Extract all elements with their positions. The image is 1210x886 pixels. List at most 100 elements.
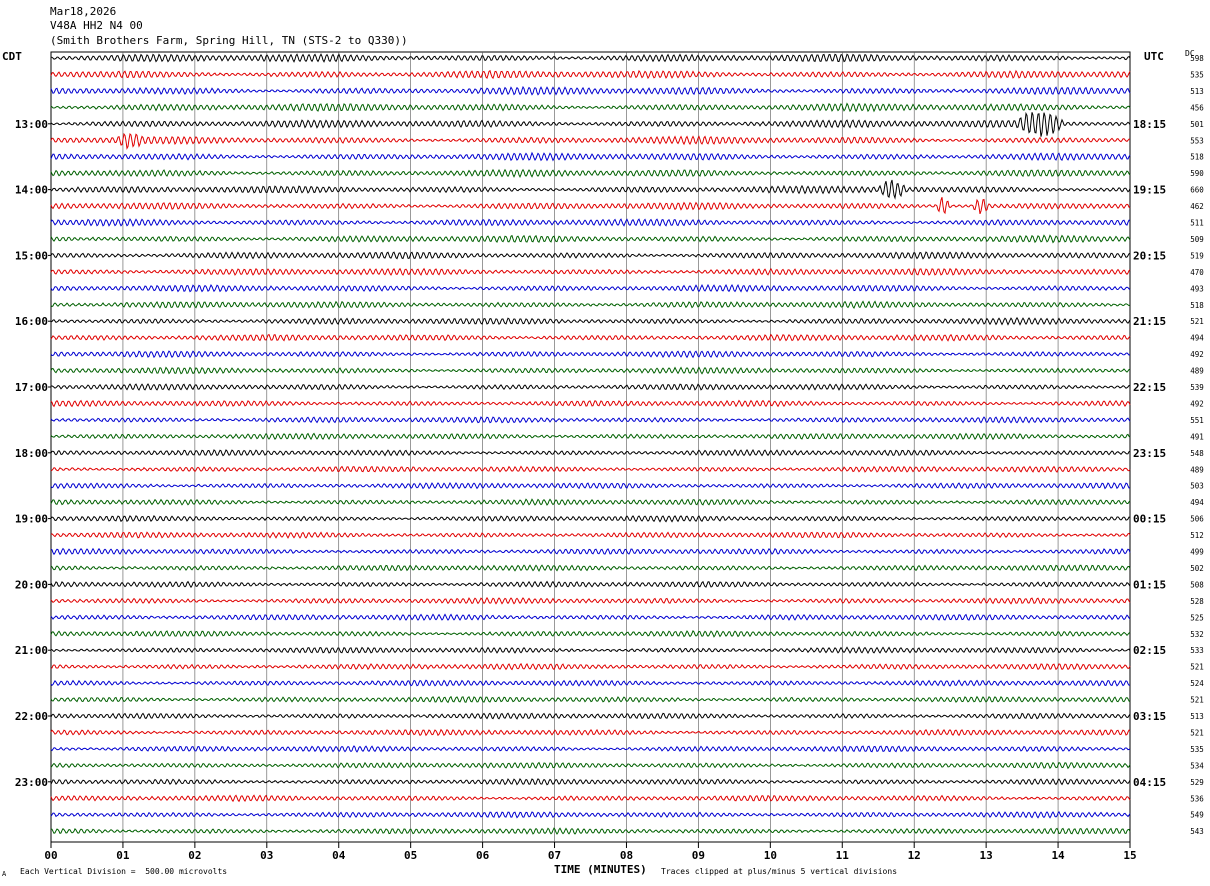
utc-hour-label: 02:15 [1133,644,1166,657]
dc-offset-label: 502 [1190,564,1204,573]
trace-row [50,745,1131,753]
trace-row [50,316,1131,326]
dc-offset-label: 535 [1190,70,1204,79]
axis-ticks: 00 01 02 03 04 05 06 07 08 09 10 11 12 13 14 15 598 535 51… [15,54,1204,862]
cdt-hour-label: 18:00 [15,447,48,460]
trace-row [50,662,1131,671]
dc-offset-label: 521 [1190,663,1204,672]
trace-row [50,827,1131,835]
trace-row [50,300,1131,309]
dc-offset-label: 521 [1190,728,1204,737]
x-tick-label: 09 [692,849,705,862]
trace-row [50,728,1131,737]
trace-row [50,333,1131,342]
left-timezone-label: CDT [2,50,22,63]
trace-row [50,580,1131,589]
grid-lines [50,51,1131,843]
corner-mark: A [2,870,7,878]
dc-offset-label: 528 [1190,597,1204,606]
seismic-traces [50,53,1131,835]
dc-offset-label: 499 [1190,548,1204,557]
dc-offset-label: 525 [1190,613,1204,622]
trace-row [50,498,1131,506]
x-tick-label: 06 [476,849,490,862]
trace-row [50,679,1131,687]
dc-offset-label: 494 [1190,498,1204,507]
trace-row [50,465,1131,473]
trace-row [50,810,1131,819]
dc-offset-label: 489 [1190,367,1204,376]
trace-row [50,179,1131,200]
trace-row [50,85,1131,96]
trace-row [50,547,1131,556]
dc-column-label: DC [1185,49,1195,58]
cdt-hour-label: 16:00 [15,315,48,328]
trace-row [50,448,1131,457]
utc-hour-label: 03:15 [1133,710,1166,723]
dc-offset-label: 470 [1190,268,1204,277]
cdt-hour-label: 13:00 [15,118,48,131]
cdt-hour-label: 22:00 [15,710,48,723]
dc-offset-label: 598 [1190,54,1204,63]
trace-row [50,267,1131,276]
dc-offset-label: 513 [1190,712,1204,721]
dc-offset-label: 549 [1190,811,1204,820]
dc-offset-label: 536 [1190,794,1204,803]
dc-offset-label: 494 [1190,334,1204,343]
dc-offset-label: 529 [1190,778,1204,787]
x-axis-label: TIME (MINUTES) [554,863,647,876]
dc-offset-label: 534 [1190,761,1204,770]
cdt-hour-label: 19:00 [15,513,48,526]
x-tick-label: 02 [188,849,201,862]
trace-row [50,366,1131,375]
trace-row [50,630,1131,638]
dc-offset-label: 535 [1190,745,1204,754]
dc-offset-label: 539 [1190,383,1204,392]
dc-offset-label: 509 [1190,235,1204,244]
trace-row [50,197,1131,215]
trace-row [50,399,1131,408]
dc-offset-label: 492 [1190,350,1204,359]
x-tick-label: 15 [1123,849,1136,862]
trace-row [50,69,1131,80]
utc-hour-label: 04:15 [1133,776,1166,789]
dc-offset-label: 524 [1190,679,1204,688]
x-tick-label: 12 [908,849,921,862]
trace-row [50,111,1131,137]
x-tick-label: 13 [980,849,993,862]
header-date: Mar18,2026 [50,5,117,18]
trace-row [50,432,1131,441]
trace-row [50,132,1131,150]
utc-hour-label: 21:15 [1133,315,1166,328]
trace-row [50,416,1131,424]
dc-offset-label: 543 [1190,827,1204,836]
x-tick-label: 03 [260,849,273,862]
x-tick-label: 00 [44,849,57,862]
utc-hour-label: 22:15 [1133,381,1166,394]
dc-offset-label: 553 [1190,136,1204,145]
dc-offset-label: 519 [1190,251,1204,260]
dc-offset-label: 503 [1190,482,1204,491]
dc-offset-label: 513 [1190,87,1204,96]
x-tick-label: 07 [548,849,561,862]
trace-row [50,53,1131,63]
dc-offset-label: 501 [1190,120,1204,129]
dc-offset-label: 551 [1190,416,1204,425]
trace-row [50,350,1130,359]
x-tick-label: 05 [404,849,417,862]
utc-hour-label: 23:15 [1133,447,1166,460]
utc-hour-label: 01:15 [1133,578,1166,591]
dc-offset-label: 506 [1190,515,1204,524]
trace-row [50,695,1131,704]
utc-hour-label: 20:15 [1133,249,1166,262]
x-tick-label: 04 [332,849,346,862]
trace-row [50,778,1131,786]
trace-row [50,151,1131,162]
cdt-hour-label: 20:00 [15,578,48,591]
dc-offset-label: 548 [1190,449,1204,458]
trace-row [50,514,1131,523]
trace-row [50,102,1131,113]
cdt-hour-label: 21:00 [15,644,48,657]
dc-offset-label: 532 [1190,630,1204,639]
